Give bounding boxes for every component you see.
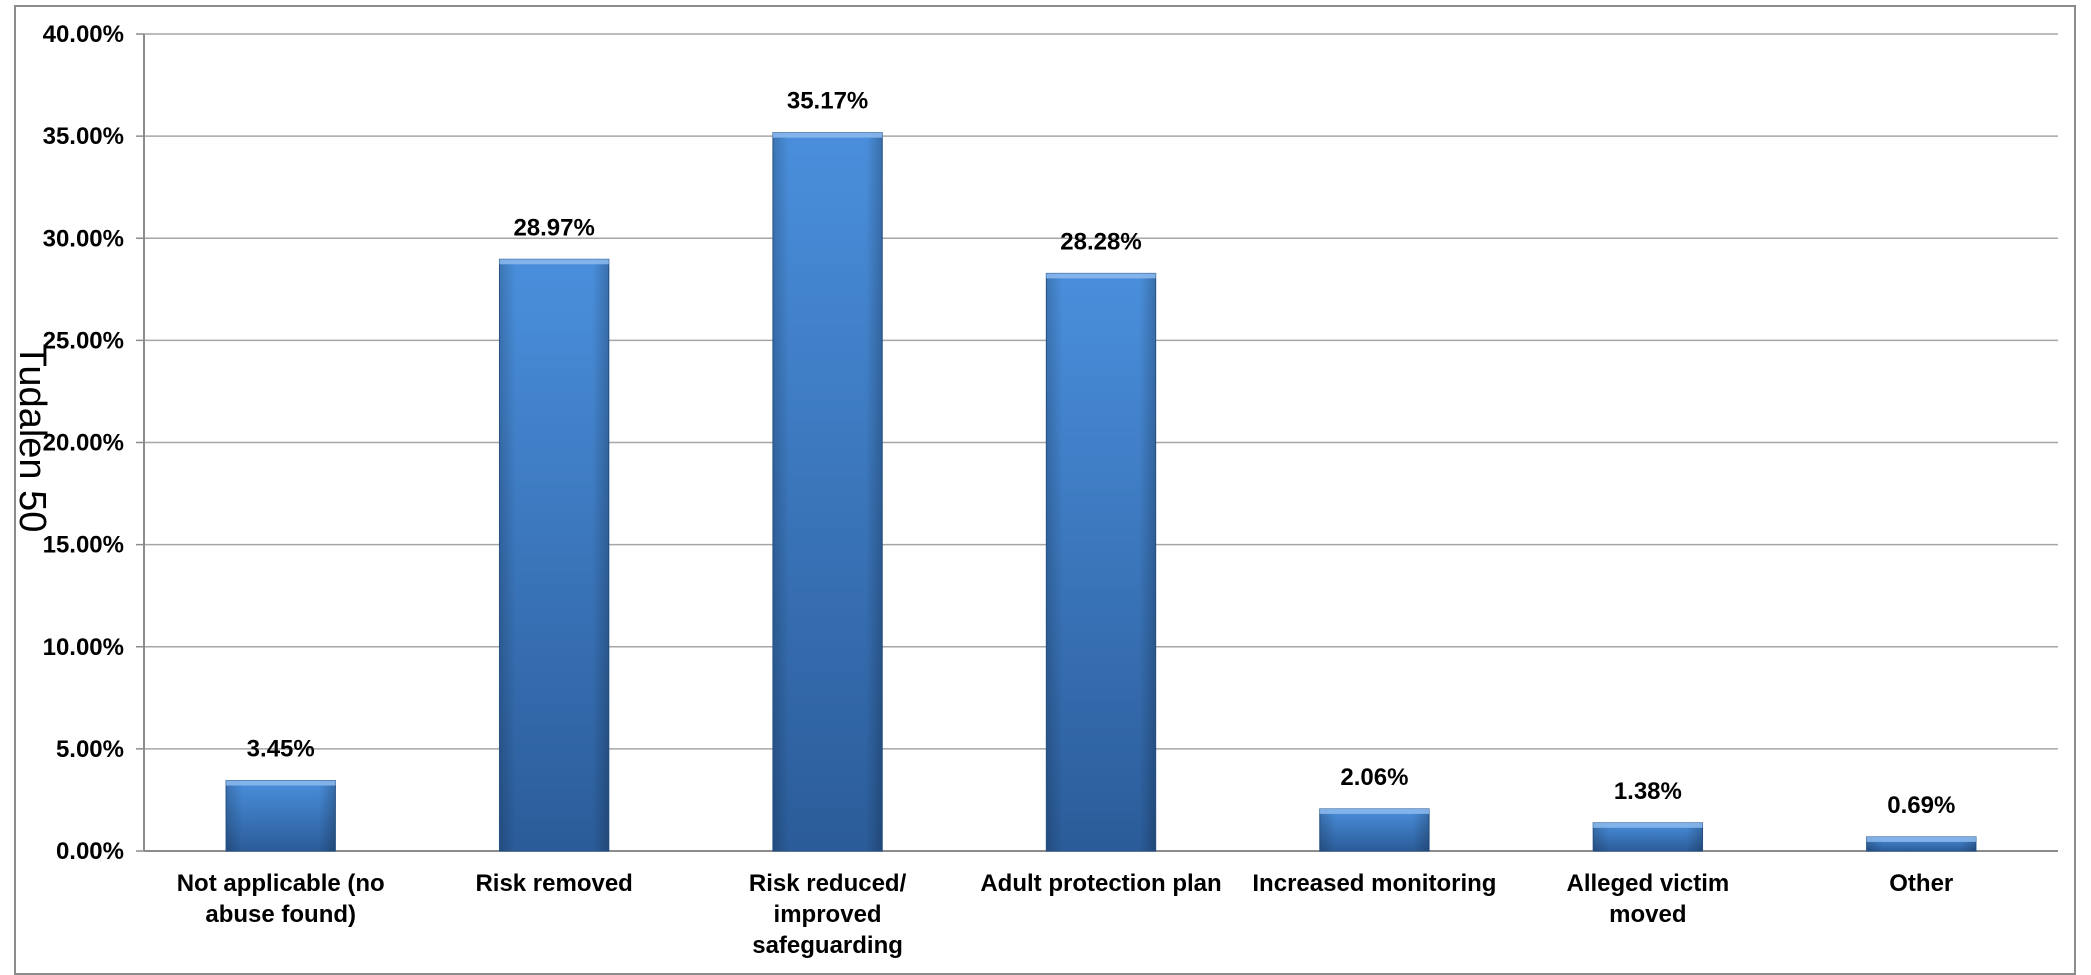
y-tick-label: 40.00% — [43, 21, 124, 48]
data-label: 2.06% — [1340, 764, 1408, 791]
bars — [225, 132, 1977, 852]
y-tick-label: 25.00% — [43, 327, 124, 354]
x-category-label-line: Alleged victim — [1566, 870, 1729, 897]
x-category-label-line: Risk reduced/ — [749, 870, 907, 897]
data-labels: 3.45% 28.97% 35.17% 28.28% 2.06% 1.38% 0.69% — [247, 88, 1956, 819]
x-category-label: Other — [1889, 870, 1953, 897]
bar — [772, 132, 883, 852]
bar — [225, 780, 336, 852]
data-label: 3.45% — [247, 736, 315, 763]
x-category-label: Risk removed — [475, 870, 632, 897]
y-tick-label: 5.00% — [56, 736, 124, 763]
y-tick-labels: 0.00% 5.00% 10.00% 15.00% 20.00% 25.00% 30.00%… — [43, 21, 124, 865]
x-category-label-line: Risk removed — [475, 870, 632, 897]
bar-shade — [226, 780, 336, 851]
bar-shade — [1319, 808, 1430, 851]
chart-frame — [14, 5, 2076, 975]
y-tick-label: 35.00% — [43, 123, 124, 150]
data-label: 28.97% — [513, 214, 594, 241]
x-category-label: Not applicable (no abuse found) — [177, 870, 385, 928]
bar-top-highlight — [772, 132, 883, 138]
bar — [1592, 822, 1704, 852]
data-label: 1.38% — [1614, 778, 1682, 805]
bar-top-highlight — [1593, 822, 1703, 828]
x-category-label-line: abuse found) — [205, 901, 356, 928]
x-category-label-line: moved — [1609, 901, 1686, 928]
bar-top-highlight — [1319, 808, 1430, 814]
x-category-label-line: safeguarding — [752, 932, 903, 959]
x-category-label: Increased monitoring — [1252, 870, 1496, 897]
bar-top-highlight — [1866, 836, 1976, 842]
x-category-label-line: improved — [774, 901, 882, 928]
x-category-label: Risk reduced/improved safeguarding — [749, 870, 907, 959]
bar-top-highlight — [1046, 273, 1156, 279]
x-category-label-line: Increased monitoring — [1252, 870, 1496, 897]
data-label: 28.28% — [1060, 228, 1141, 255]
bar — [498, 258, 610, 852]
y-tick-label: 15.00% — [43, 532, 124, 559]
y-tick-label: 20.00% — [43, 430, 124, 457]
y-tick-label: 30.00% — [43, 225, 124, 252]
bar — [1319, 808, 1430, 852]
bar-shade — [772, 132, 883, 851]
bar-top-highlight — [499, 259, 609, 265]
x-category-label: Adult protection plan — [980, 870, 1221, 897]
bar-top-highlight — [226, 780, 336, 786]
x-category-label-line: Not applicable (no — [177, 870, 385, 897]
y-tick-label: 0.00% — [56, 838, 124, 865]
bar — [1045, 272, 1157, 852]
y-tick-label: 10.00% — [43, 634, 124, 661]
data-label: 35.17% — [787, 88, 868, 115]
x-category-label-line: Adult protection plan — [980, 870, 1221, 897]
data-label: 0.69% — [1887, 792, 1955, 819]
x-category-label-line: Other — [1889, 870, 1953, 897]
x-category-labels: Not applicable (no abuse found) Risk remov… — [177, 870, 1954, 959]
bar-shade — [1046, 273, 1156, 852]
bar-shade — [499, 259, 609, 852]
x-category-label: Alleged victim moved — [1566, 870, 1729, 928]
y-axis-label: Tudalen 50 — [11, 344, 53, 533]
bar — [1866, 836, 1977, 852]
